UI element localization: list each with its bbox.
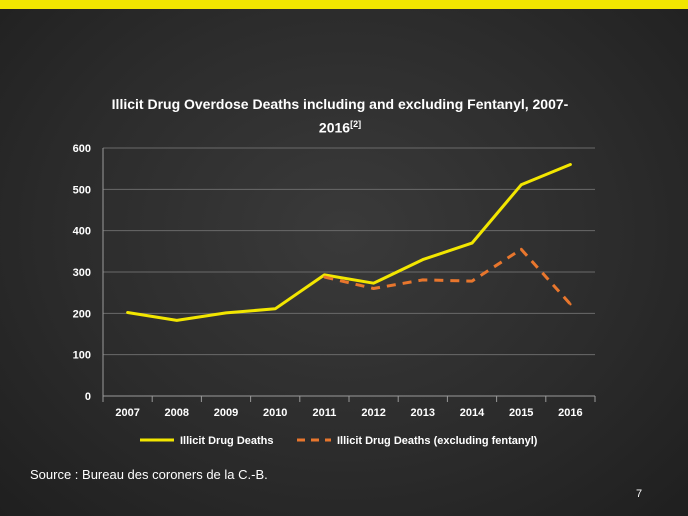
x-tick-label: 2013 [411,407,435,419]
y-tick-label: 0 [85,391,91,403]
series-line-illicit-drug-deaths [126,163,572,322]
x-tick-label: 2009 [214,407,238,419]
data-point [323,273,326,277]
legend-label: Illicit Drug Deaths (excluding fentanyl) [337,435,538,447]
x-tick-label: 2015 [509,407,533,419]
series-line-excluding-fentanyl [324,247,572,306]
data-point [569,163,572,166]
x-tick-label: 2007 [115,407,139,419]
data-point [520,183,523,186]
data-point [470,241,474,245]
data-point [323,275,326,279]
y-tick-label: 500 [73,184,91,196]
data-point [224,311,228,315]
data-point [421,258,424,261]
x-tick-label: 2016 [558,407,582,419]
x-tick-label: 2012 [361,407,385,419]
data-point [175,319,178,322]
chart-title-reference: [2] [350,119,362,129]
data-point [520,248,523,251]
y-tick-label: 100 [73,350,91,362]
data-point [470,279,474,283]
top-accent-bar [0,0,688,9]
y-tick-label: 600 [73,143,91,155]
y-tick-label: 200 [73,308,91,320]
source-note: Source : Bureau des coroners de la C.-B. [30,467,268,482]
x-tick-label: 2010 [263,407,287,419]
data-point [569,303,572,306]
x-tick-label: 2014 [460,407,485,419]
data-point [126,311,129,314]
data-point [372,287,375,290]
page-number: 7 [636,488,643,500]
x-tick-label: 2011 [312,407,336,419]
chart-title: Illicit Drug Overdose Deaths including a… [100,94,580,138]
data-point [421,278,424,282]
chart-title-text: Illicit Drug Overdose Deaths including a… [111,96,569,136]
data-point [274,307,277,310]
x-tick-label: 2008 [165,407,189,419]
y-tick-label: 300 [73,267,91,279]
y-tick-label: 400 [73,226,91,238]
legend-label: Illicit Drug Deaths [180,435,274,447]
data-point [372,281,375,285]
